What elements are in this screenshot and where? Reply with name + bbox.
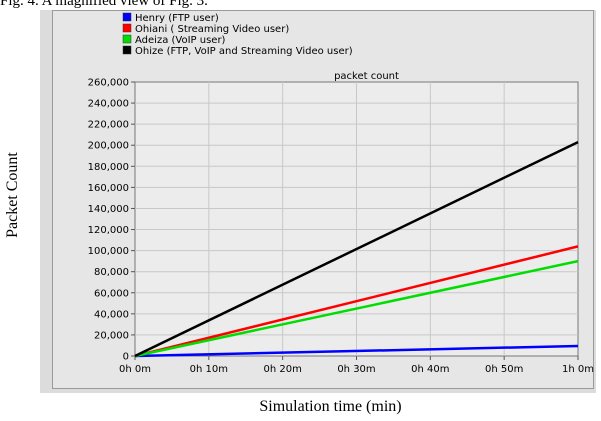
series-line <box>134 140 579 358</box>
y-tick-label: 200,000 <box>88 141 129 152</box>
x-tick-label: 0h 0m <box>119 364 151 375</box>
legend-swatch <box>122 12 132 22</box>
y-tick-label: 180,000 <box>88 162 129 173</box>
x-tick-label: 0h 30m <box>337 364 375 375</box>
y-tick-label: 160,000 <box>88 183 129 194</box>
x-tick-label: 0h 20m <box>263 364 301 375</box>
x-tick-label: 1h 0m <box>562 364 594 375</box>
y-tick-label: 260,000 <box>88 78 129 89</box>
y-tick-label: 120,000 <box>88 225 129 236</box>
x-tick-label: 0h 40m <box>411 364 449 375</box>
legend-label: Ohiani ( Streaming Video user) <box>135 24 289 35</box>
y-tick-label: 80,000 <box>94 267 129 278</box>
legend-swatch <box>122 23 132 33</box>
y-tick-label: 240,000 <box>88 99 129 110</box>
y-tick-label: 40,000 <box>94 309 129 320</box>
series-line <box>134 245 579 358</box>
y-tick-label: 220,000 <box>88 120 129 131</box>
x-tick-label: 0h 50m <box>485 364 523 375</box>
x-tick-label: 0h 10m <box>190 364 228 375</box>
figure-caption: Fig. 4. A magnified view of Fig. 3. <box>0 0 208 9</box>
chart-title: packet count <box>334 71 399 82</box>
y-tick-label: 60,000 <box>94 288 129 299</box>
legend-label: Adeiza (VoIP user) <box>135 35 226 46</box>
series-line <box>134 344 579 358</box>
legend-label: Ohize (FTP, VoIP and Streaming Video use… <box>135 46 353 57</box>
legend-label: Henry (FTP user) <box>135 13 219 24</box>
x-axis-label: Simulation time (min) <box>259 398 402 415</box>
y-tick-label: 20,000 <box>94 330 129 341</box>
series-line <box>134 259 579 358</box>
y-tick-label: 0 <box>123 352 129 363</box>
legend-swatch <box>122 34 132 44</box>
legend-swatch <box>122 45 132 55</box>
y-tick-label: 100,000 <box>88 246 129 257</box>
y-tick-label: 140,000 <box>88 204 129 215</box>
